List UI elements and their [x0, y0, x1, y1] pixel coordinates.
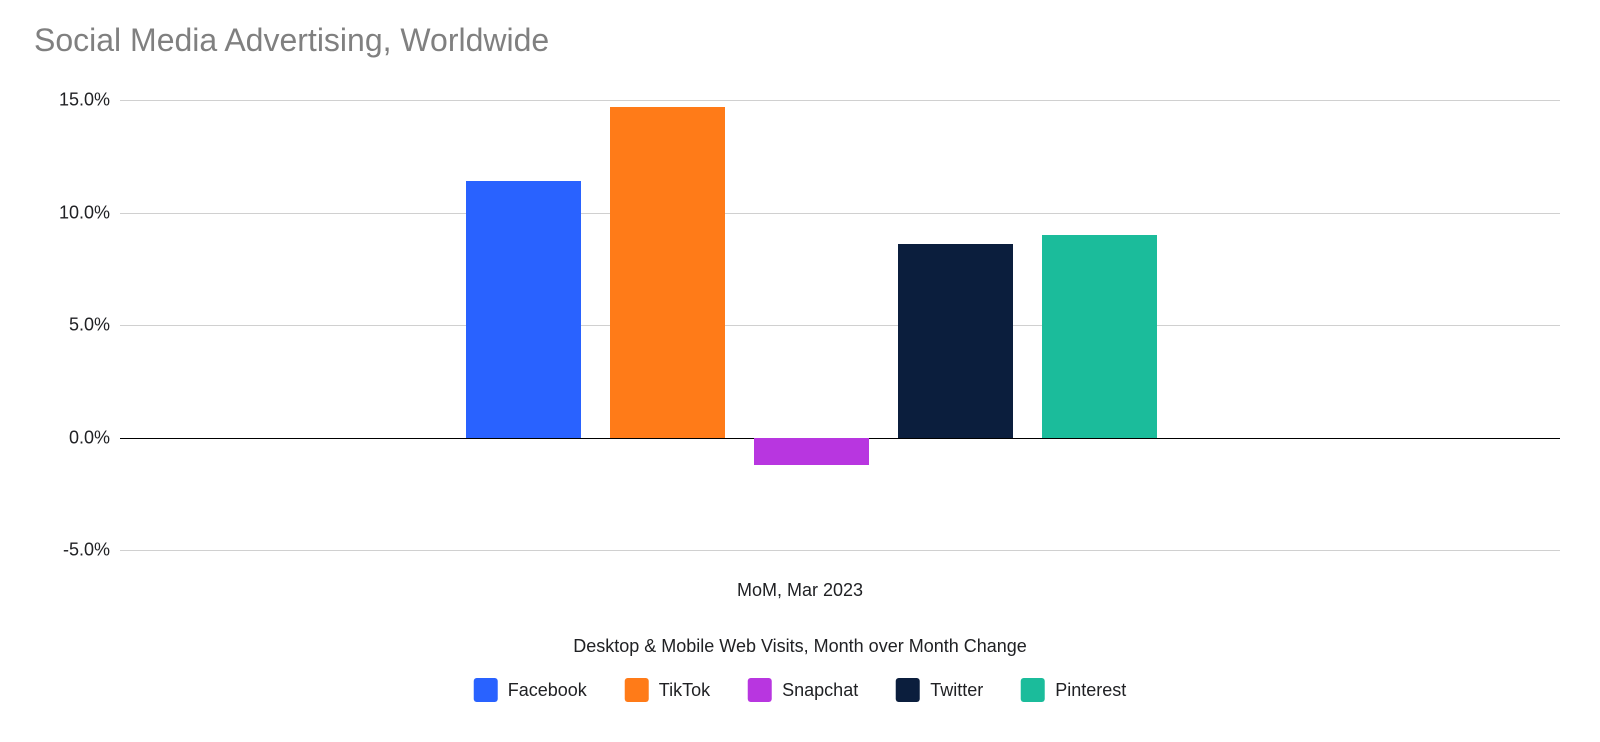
- legend-label: TikTok: [659, 680, 710, 701]
- legend-swatch-icon: [896, 678, 920, 702]
- legend-item-tiktok[interactable]: TikTok: [625, 678, 710, 702]
- legend-swatch-icon: [474, 678, 498, 702]
- y-tick-label: 0.0%: [30, 427, 110, 448]
- legend-item-twitter[interactable]: Twitter: [896, 678, 983, 702]
- chart-container: Social Media Advertising, Worldwide MoM,…: [0, 0, 1600, 742]
- legend-swatch-icon: [748, 678, 772, 702]
- legend-label: Twitter: [930, 680, 983, 701]
- grid-line: [120, 100, 1560, 101]
- legend-swatch-icon: [625, 678, 649, 702]
- bar-facebook: [466, 181, 581, 438]
- legend-item-pinterest[interactable]: Pinterest: [1021, 678, 1126, 702]
- bar-snapchat: [754, 438, 869, 465]
- legend-label: Facebook: [508, 680, 587, 701]
- y-tick-label: 5.0%: [30, 315, 110, 336]
- plot-area: [120, 100, 1560, 550]
- y-tick-label: -5.0%: [30, 540, 110, 561]
- legend-label: Pinterest: [1055, 680, 1126, 701]
- bar-twitter: [898, 244, 1013, 438]
- bar-tiktok: [610, 107, 725, 438]
- y-tick-label: 15.0%: [30, 90, 110, 111]
- grid-line: [120, 325, 1560, 326]
- chart-title: Social Media Advertising, Worldwide: [34, 22, 549, 59]
- bar-pinterest: [1042, 235, 1157, 438]
- legend-swatch-icon: [1021, 678, 1045, 702]
- grid-line: [120, 550, 1560, 551]
- y-tick-label: 10.0%: [30, 202, 110, 223]
- legend-item-facebook[interactable]: Facebook: [474, 678, 587, 702]
- x-axis-label: MoM, Mar 2023: [737, 580, 863, 601]
- legend-item-snapchat[interactable]: Snapchat: [748, 678, 858, 702]
- chart-subtitle: Desktop & Mobile Web Visits, Month over …: [573, 636, 1027, 657]
- legend-label: Snapchat: [782, 680, 858, 701]
- legend: Facebook TikTok Snapchat Twitter Pinterest: [474, 678, 1127, 702]
- grid-line: [120, 213, 1560, 214]
